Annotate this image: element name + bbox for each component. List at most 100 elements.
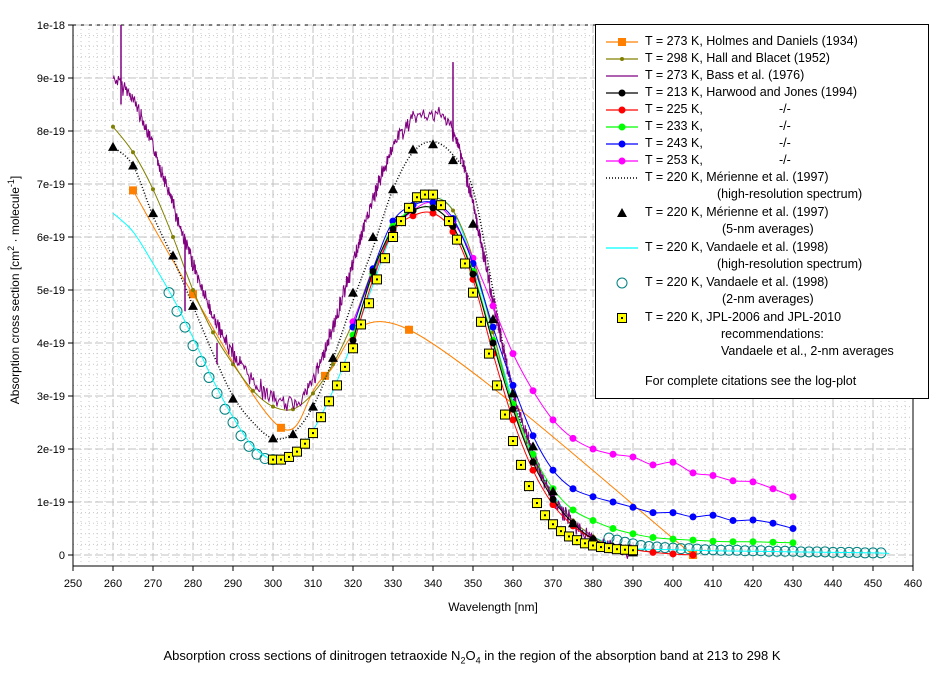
legend-label: T = 220 K, Vandaele et al. (1998) xyxy=(645,275,829,289)
data-point-center xyxy=(624,548,626,551)
legend-symbol xyxy=(606,157,638,165)
data-point xyxy=(189,290,197,299)
legend-label: T = 273 K, Holmes and Daniels (1934) xyxy=(645,34,858,48)
data-point xyxy=(549,501,557,509)
data-point xyxy=(388,184,398,194)
data-point xyxy=(179,321,191,333)
legend-marker xyxy=(618,89,626,97)
y-tick-labels: 0 1e-19 2e-19 3e-19 4e-19 5e-19 6e-19 7e-19 8e-1… xyxy=(37,20,65,562)
data-point-center xyxy=(528,485,530,488)
data-point xyxy=(277,423,285,432)
x-tick-label: 410 xyxy=(704,578,722,590)
data-point xyxy=(589,517,597,525)
data-point-center xyxy=(408,206,410,209)
data-point xyxy=(609,498,617,506)
data-point-center xyxy=(600,546,602,549)
legend-sublabel: (high-resolution spectrum) xyxy=(717,187,863,201)
data-point-center xyxy=(480,320,482,323)
data-point xyxy=(469,270,477,278)
data-point xyxy=(649,534,657,542)
data-point-center xyxy=(512,440,514,443)
data-point xyxy=(689,551,697,559)
data-point xyxy=(348,287,358,297)
data-point xyxy=(489,339,497,347)
data-point xyxy=(429,209,437,217)
data-point xyxy=(191,288,195,292)
data-point-center xyxy=(496,384,498,387)
x-tick-label: 460 xyxy=(904,578,922,590)
x-tick-label: 250 xyxy=(64,578,82,590)
data-point xyxy=(108,141,118,151)
legend-marker-center xyxy=(621,317,623,319)
data-point xyxy=(331,362,335,367)
data-point xyxy=(468,218,478,228)
data-point-center xyxy=(568,535,570,538)
data-point xyxy=(723,544,735,556)
x-tick-label: 420 xyxy=(744,578,762,590)
data-point xyxy=(251,388,255,393)
legend-symbol xyxy=(606,140,638,148)
plot-area xyxy=(108,25,890,559)
data-point xyxy=(288,429,298,439)
data-point-center xyxy=(312,432,314,435)
y-tick-label: 0 xyxy=(59,550,65,562)
y-axis-label: Absorption cross section [cm2 · molecule… xyxy=(6,176,22,404)
data-point-center xyxy=(472,291,474,294)
legend-label: T = 220 K, Vandaele et al. (1998) xyxy=(645,240,829,254)
chart-caption: Absorption cross sections of dinitrogen … xyxy=(163,648,781,666)
legend-symbol xyxy=(606,123,638,131)
data-point xyxy=(369,267,377,275)
data-point xyxy=(509,381,517,389)
data-point xyxy=(689,469,697,477)
legend-label: T = 225 K, xyxy=(645,102,703,116)
data-point xyxy=(629,503,637,511)
legend-sublabel: (5-nm averages) xyxy=(722,222,814,236)
data-point-center xyxy=(424,193,426,196)
x-tick-label: 430 xyxy=(784,578,802,590)
data-point-center xyxy=(520,463,522,466)
data-point xyxy=(311,391,315,396)
data-point xyxy=(489,302,497,310)
data-point xyxy=(429,204,437,212)
legend-marker xyxy=(618,38,626,46)
legend-marker xyxy=(618,140,626,148)
data-point xyxy=(769,485,777,493)
x-tick-label: 340 xyxy=(424,578,442,590)
data-point xyxy=(489,323,497,331)
data-point-center xyxy=(432,193,434,196)
legend-label: T = 253 K, xyxy=(645,153,703,167)
data-point xyxy=(389,225,397,233)
y-tick-label: 1e-19 xyxy=(37,497,65,509)
legend-label: T = 233 K, xyxy=(645,119,703,133)
data-point xyxy=(349,336,357,344)
data-point xyxy=(389,217,397,225)
data-point xyxy=(408,144,418,154)
data-point xyxy=(529,466,537,474)
legend: T = 273 K, Holmes and Daniels (1934) T = … xyxy=(595,24,929,399)
x-tick-label: 260 xyxy=(104,578,122,590)
data-point xyxy=(669,458,677,466)
data-point xyxy=(509,400,517,408)
data-point xyxy=(131,150,135,155)
data-point xyxy=(789,493,797,501)
legend-label: T = 220 K, JPL-2006 and JPL-2010 xyxy=(645,310,842,324)
data-point-center xyxy=(328,400,330,403)
data-point xyxy=(187,340,199,352)
data-point xyxy=(508,388,518,398)
data-point xyxy=(228,393,238,403)
data-point-center xyxy=(296,450,298,453)
data-point-center xyxy=(272,458,274,461)
data-point xyxy=(675,543,687,555)
data-point xyxy=(509,350,517,358)
data-point-center xyxy=(400,220,402,223)
legend-label: T = 273 K, Bass et al. (1976) xyxy=(645,68,805,82)
data-point-center xyxy=(616,548,618,551)
data-point xyxy=(709,472,717,479)
data-point-center xyxy=(488,352,490,355)
legend-marker xyxy=(617,208,627,217)
data-point xyxy=(469,275,477,283)
data-point-center xyxy=(464,262,466,265)
data-point xyxy=(128,160,138,170)
data-point-center xyxy=(632,549,634,552)
data-point-center xyxy=(544,514,546,517)
